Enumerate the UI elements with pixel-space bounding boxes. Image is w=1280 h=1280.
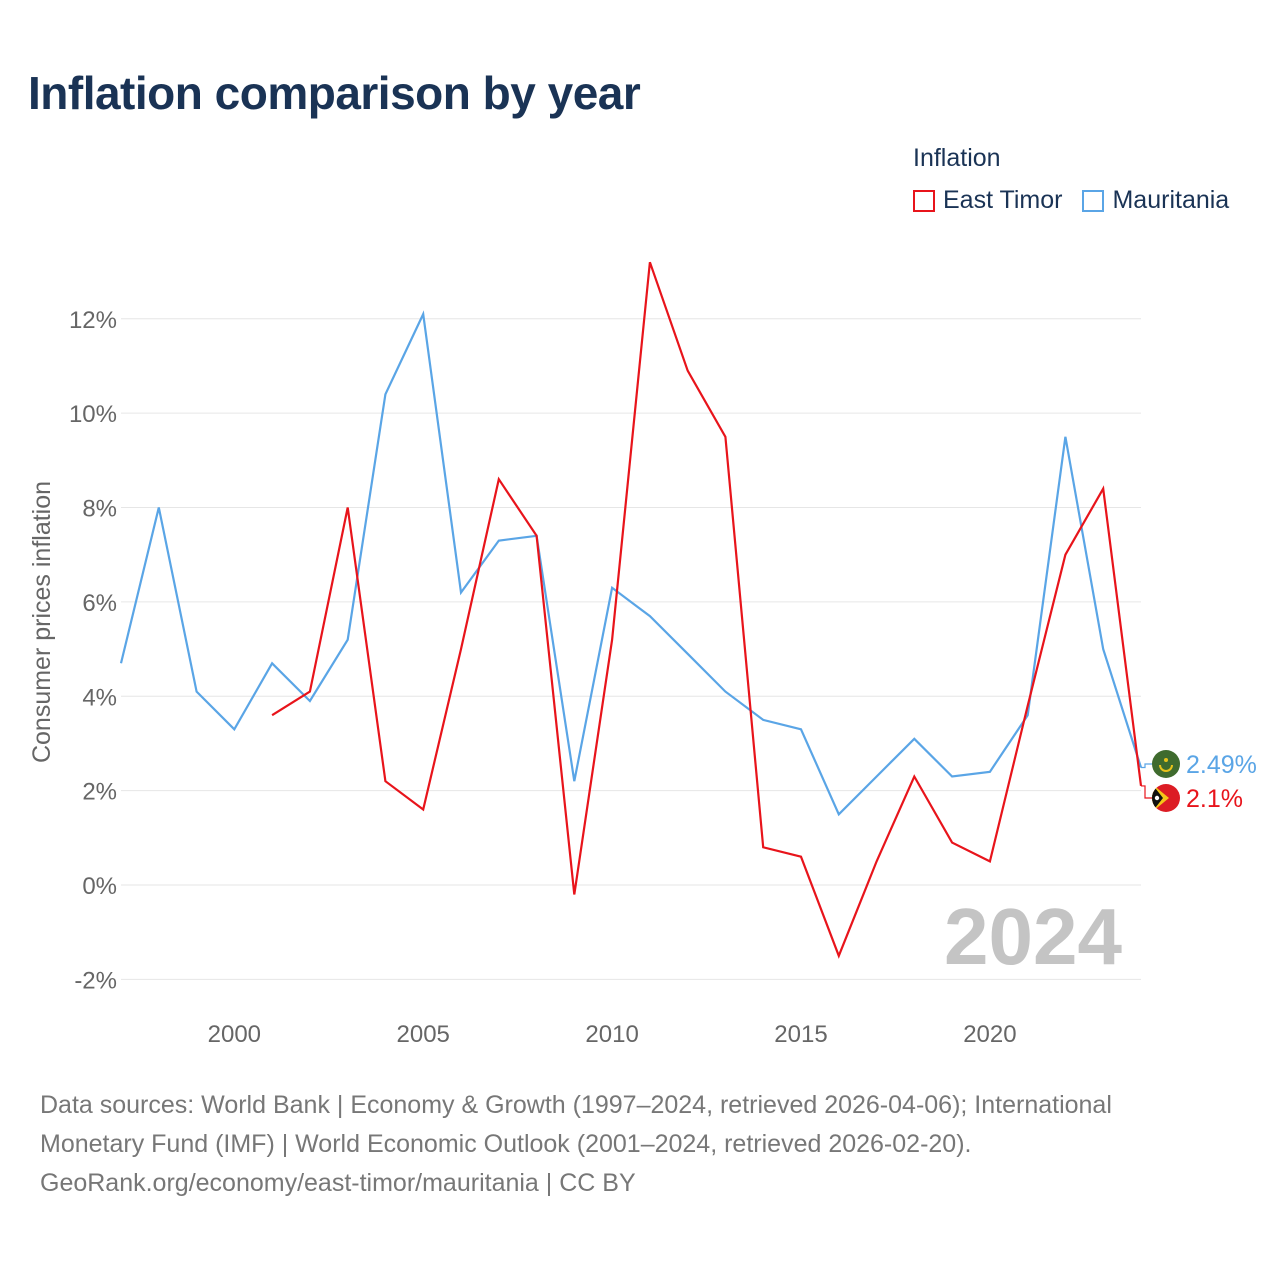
x-tick-label: 2005 bbox=[397, 1021, 450, 1048]
data-point[interactable] bbox=[497, 477, 501, 481]
data-point[interactable] bbox=[799, 855, 803, 859]
y-axis-ticks: -2% 0% 2% 4% 6% 8% 10% 12% bbox=[69, 307, 117, 995]
x-tick-label: 2000 bbox=[208, 1021, 261, 1048]
legend-label-east-timor: East Timor bbox=[943, 186, 1063, 214]
y-axis-label: Consumer prices inflation bbox=[28, 481, 56, 763]
y-tick-label: 12% bbox=[69, 307, 117, 334]
footer-line-1: Data sources: World Bank | Economy & Gro… bbox=[40, 1091, 1112, 1119]
x-tick-label: 2010 bbox=[585, 1021, 638, 1048]
data-point[interactable] bbox=[346, 638, 350, 642]
data-point[interactable] bbox=[1063, 435, 1067, 439]
end-label-mauritania: 2.49% bbox=[1186, 751, 1257, 779]
data-point[interactable] bbox=[383, 779, 387, 783]
data-point[interactable] bbox=[535, 534, 539, 538]
data-point[interactable] bbox=[837, 812, 841, 816]
data-point[interactable] bbox=[383, 392, 387, 396]
data-point[interactable] bbox=[270, 713, 274, 717]
data-point[interactable] bbox=[610, 586, 614, 590]
y-tick-label: 2% bbox=[82, 779, 117, 806]
data-point[interactable] bbox=[950, 841, 954, 845]
end-connector bbox=[1141, 763, 1153, 769]
chart-title: Inflation comparison by year bbox=[28, 67, 641, 119]
data-point[interactable] bbox=[1101, 647, 1105, 651]
data-point[interactable] bbox=[572, 892, 576, 896]
y-tick-label: 4% bbox=[82, 684, 117, 711]
series-lines bbox=[119, 260, 1143, 959]
series-line-east-timor[interactable] bbox=[271, 261, 1143, 959]
y-tick-label: 10% bbox=[69, 401, 117, 428]
data-point[interactable] bbox=[497, 539, 501, 543]
data-point[interactable] bbox=[459, 590, 463, 594]
year-watermark: 2024 bbox=[944, 892, 1122, 981]
series-points-mauritania bbox=[119, 312, 1143, 816]
data-point[interactable] bbox=[308, 690, 312, 694]
footer-sources: Data sources: World Bank | Economy & Gro… bbox=[40, 1086, 1220, 1203]
data-point[interactable] bbox=[195, 690, 199, 694]
data-point[interactable] bbox=[799, 727, 803, 731]
data-point[interactable] bbox=[610, 638, 614, 642]
end-connector bbox=[1141, 785, 1153, 799]
line-chart: -2% 0% 2% 4% 6% 8% 10% 12% 2000 2005 2010 2015 2020… bbox=[28, 260, 1257, 1048]
data-point[interactable] bbox=[686, 652, 690, 656]
data-point[interactable] bbox=[988, 770, 992, 774]
data-point[interactable] bbox=[1063, 553, 1067, 557]
data-point[interactable] bbox=[1101, 487, 1105, 491]
data-point[interactable] bbox=[270, 661, 274, 665]
data-point[interactable] bbox=[308, 699, 312, 703]
x-axis-ticks: 2000 2005 2010 2015 2020 bbox=[208, 1021, 1017, 1048]
mauritania-flag-icon bbox=[1152, 750, 1180, 778]
data-point[interactable] bbox=[723, 690, 727, 694]
legend: East Timor Mauritania bbox=[913, 186, 1229, 215]
data-point[interactable] bbox=[875, 859, 879, 863]
footer-line-2: Monetary Fund (IMF) | World Economic Out… bbox=[40, 1130, 972, 1158]
data-point[interactable] bbox=[875, 775, 879, 779]
legend-title: Inflation bbox=[913, 144, 1001, 172]
data-point[interactable] bbox=[421, 312, 425, 316]
data-point[interactable] bbox=[723, 435, 727, 439]
data-point[interactable] bbox=[988, 859, 992, 863]
data-point[interactable] bbox=[761, 845, 765, 849]
legend-item-mauritania[interactable]: Mauritania bbox=[1082, 186, 1229, 215]
end-label-east-timor: 2.1% bbox=[1186, 785, 1243, 813]
legend-label-mauritania: Mauritania bbox=[1112, 186, 1230, 214]
end-labels: 2.1% 2.49% bbox=[1141, 750, 1257, 813]
data-point[interactable] bbox=[761, 718, 765, 722]
x-tick-label: 2020 bbox=[963, 1021, 1016, 1048]
data-point[interactable] bbox=[346, 506, 350, 510]
data-point[interactable] bbox=[686, 369, 690, 373]
y-tick-label: 8% bbox=[82, 496, 117, 523]
grid-lines bbox=[121, 318, 1141, 980]
data-point[interactable] bbox=[912, 737, 916, 741]
data-point[interactable] bbox=[950, 775, 954, 779]
legend-item-east-timor[interactable]: East Timor bbox=[913, 186, 1062, 215]
data-point[interactable] bbox=[648, 260, 652, 264]
series-line-mauritania[interactable] bbox=[119, 310, 1143, 817]
series-points-east-timor bbox=[270, 260, 1143, 958]
legend-swatch-east-timor bbox=[913, 189, 935, 212]
y-tick-label: -2% bbox=[74, 967, 117, 994]
data-point[interactable] bbox=[572, 779, 576, 783]
data-point[interactable] bbox=[119, 661, 123, 665]
data-point[interactable] bbox=[648, 614, 652, 618]
data-point[interactable] bbox=[232, 727, 236, 731]
x-tick-label: 2015 bbox=[774, 1021, 827, 1048]
data-point[interactable] bbox=[1026, 704, 1030, 708]
data-point[interactable] bbox=[912, 775, 916, 779]
y-tick-label: 0% bbox=[82, 873, 117, 900]
data-point[interactable] bbox=[459, 647, 463, 651]
data-point[interactable] bbox=[837, 954, 841, 958]
legend-swatch-mauritania bbox=[1082, 189, 1105, 212]
footer-line-3[interactable]: GeoRank.org/economy/east-timor/mauritani… bbox=[40, 1169, 636, 1197]
east-timor-flag-icon bbox=[1152, 784, 1180, 812]
y-tick-label: 6% bbox=[82, 590, 117, 617]
data-point[interactable] bbox=[421, 808, 425, 812]
data-point[interactable] bbox=[157, 506, 161, 510]
